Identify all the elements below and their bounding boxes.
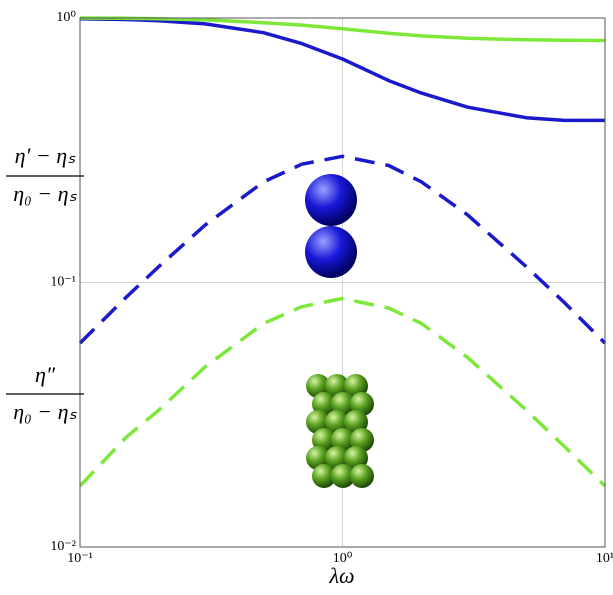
x-axis-label: λω — [328, 563, 354, 588]
curves — [78, 16, 607, 488]
y-tick-label: 10⁰ — [56, 10, 76, 25]
series-line — [78, 296, 607, 488]
y-label-1: η′ − ηₛ η₀ − ηₛ — [6, 143, 84, 206]
series-line — [79, 16, 605, 123]
plot-frame — [79, 17, 606, 548]
blue-spheres — [305, 174, 357, 278]
y-label-denominator: η₀ − ηₛ — [13, 399, 77, 424]
y-tick-label: 10⁻¹ — [50, 275, 76, 290]
y-label-2: η″ η₀ − ηₛ — [6, 362, 84, 424]
series-line — [78, 154, 607, 345]
y-label-denominator: η₀ − ηₛ — [13, 181, 77, 206]
green-cluster — [306, 374, 374, 488]
x-tick-label: 10⁰ — [333, 551, 353, 566]
x-tick-label: 10⁻¹ — [67, 551, 93, 566]
series-line — [79, 16, 606, 43]
y-label-numerator: η′ − ηₛ — [15, 143, 76, 168]
y-label-numerator: η″ — [35, 362, 56, 387]
x-tick-label: 10¹ — [596, 551, 613, 566]
y-tick-label: 10⁻² — [50, 539, 76, 554]
